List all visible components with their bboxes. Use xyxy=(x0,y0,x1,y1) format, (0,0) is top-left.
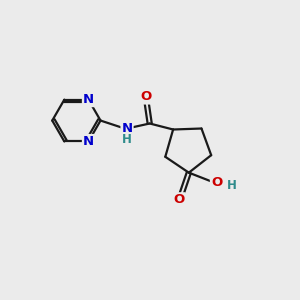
Text: O: O xyxy=(140,91,152,103)
Text: O: O xyxy=(211,176,222,189)
Text: H: H xyxy=(227,179,237,192)
Text: N: N xyxy=(122,122,133,135)
Text: H: H xyxy=(122,134,132,146)
Text: N: N xyxy=(83,135,94,148)
Text: N: N xyxy=(83,93,94,106)
Text: O: O xyxy=(173,193,185,206)
